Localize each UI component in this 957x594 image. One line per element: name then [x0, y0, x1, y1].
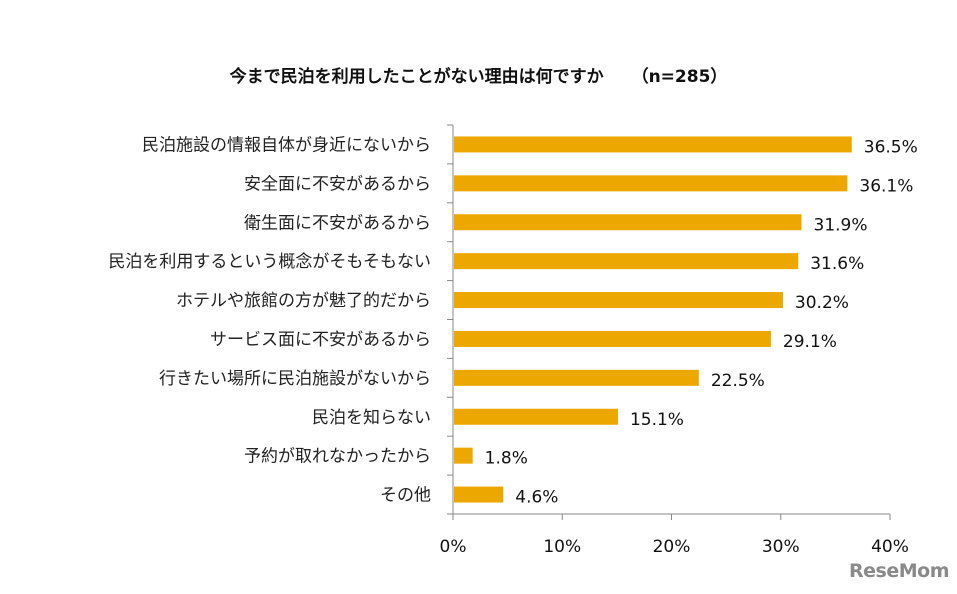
- bar: [454, 214, 802, 231]
- value-label: 31.9%: [814, 215, 868, 235]
- resemom-logo: ReseMom: [849, 560, 949, 582]
- value-label: 36.5%: [864, 137, 918, 157]
- category-label: 衛生面に不安があるから: [244, 213, 431, 233]
- x-tick-label: 20%: [653, 537, 691, 557]
- value-label: 22.5%: [711, 371, 765, 391]
- bar: [454, 447, 473, 464]
- value-label: 31.6%: [810, 254, 864, 274]
- title-text: 今まで民泊を利用したことがない理由は何ですか: [229, 67, 604, 87]
- category-label: サービス面に不安があるから: [210, 330, 431, 350]
- bar: [454, 408, 618, 425]
- bar: [454, 136, 852, 153]
- category-label: ホテルや旅館の方が魅了的だから: [176, 291, 431, 311]
- value-label: 4.6%: [515, 488, 558, 508]
- bar: [454, 486, 504, 503]
- category-label: 安全面に不安があるから: [244, 174, 431, 194]
- bar: [454, 253, 799, 270]
- bar: [454, 292, 783, 309]
- x-tick-label: 30%: [762, 537, 800, 557]
- value-label: 36.1%: [859, 176, 913, 196]
- value-label: 15.1%: [630, 410, 684, 430]
- bar: [454, 369, 699, 386]
- x-tick-label: 40%: [871, 537, 909, 557]
- value-label: 1.8%: [485, 449, 528, 469]
- x-tick-label: 10%: [543, 537, 581, 557]
- value-label: 30.2%: [795, 293, 849, 313]
- x-tick-label: 0%: [440, 537, 467, 557]
- value-label: 29.1%: [783, 332, 837, 352]
- bar: [454, 175, 848, 192]
- chart-title: 今まで民泊を利用したことがない理由は何ですか （n=285）: [0, 62, 957, 87]
- sample-size: （n=285）: [631, 67, 728, 87]
- bar: [454, 330, 771, 347]
- category-label: 行きたい場所に民泊施設がないから: [159, 369, 431, 389]
- category-label: 民泊施設の情報自体が身近にないから: [142, 135, 431, 155]
- category-label: その他: [380, 486, 431, 506]
- category-label: 予約が取れなかったから: [244, 447, 431, 467]
- category-label: 民泊を知らない: [312, 408, 431, 428]
- category-label: 民泊を利用するという概念がそもそもない: [108, 251, 431, 272]
